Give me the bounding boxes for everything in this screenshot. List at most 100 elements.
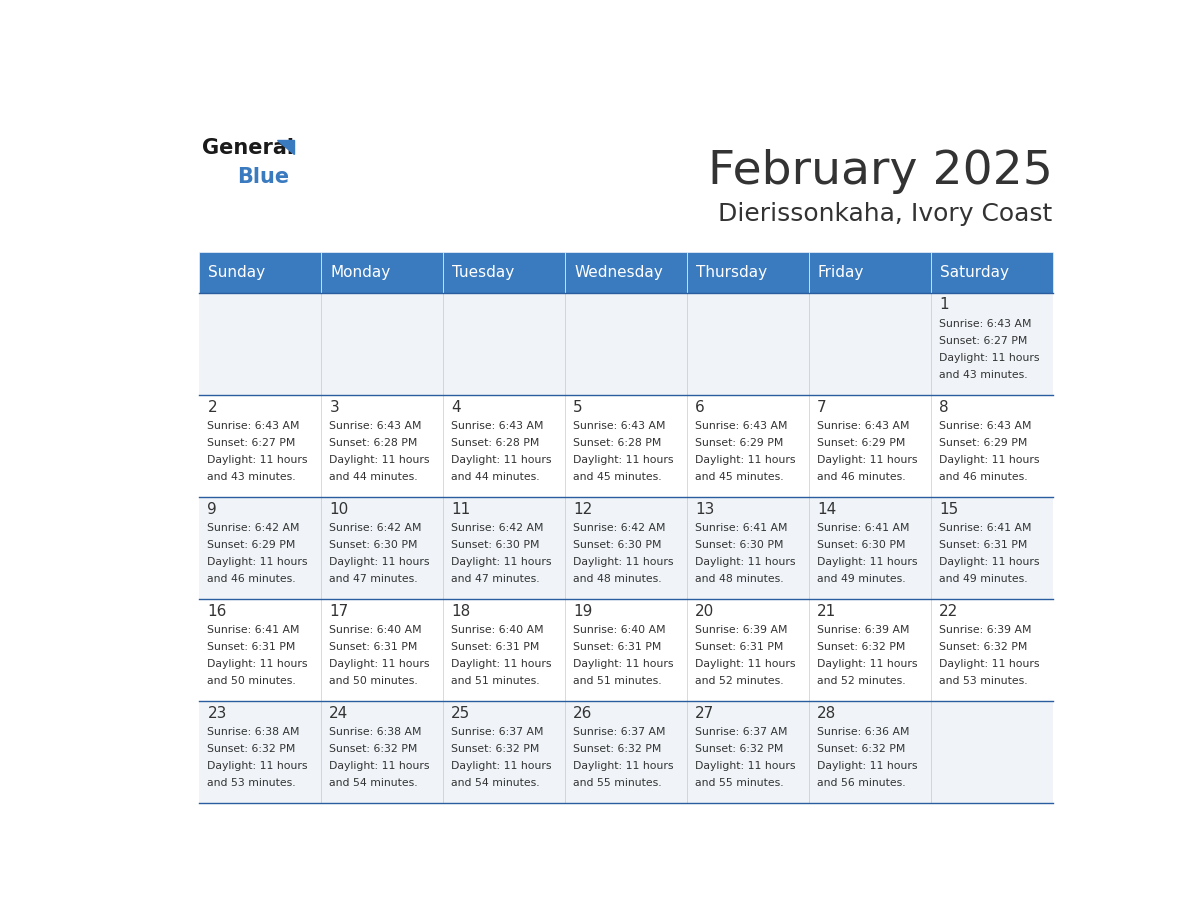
Text: Daylight: 11 hours: Daylight: 11 hours — [695, 556, 796, 566]
Text: Daylight: 11 hours: Daylight: 11 hours — [451, 761, 551, 771]
Bar — [200, 599, 321, 700]
Text: Blue: Blue — [236, 167, 289, 186]
Text: Daylight: 11 hours: Daylight: 11 hours — [573, 556, 674, 566]
Bar — [930, 395, 1053, 497]
Text: and 53 minutes.: and 53 minutes. — [939, 676, 1028, 686]
Text: General: General — [202, 139, 293, 159]
Bar — [443, 497, 565, 599]
Text: Daylight: 11 hours: Daylight: 11 hours — [817, 454, 917, 465]
Text: Sunset: 6:31 PM: Sunset: 6:31 PM — [695, 642, 784, 652]
Text: Thursday: Thursday — [696, 264, 767, 279]
Text: 3: 3 — [329, 399, 339, 415]
Text: and 47 minutes.: and 47 minutes. — [329, 574, 418, 584]
Text: Daylight: 11 hours: Daylight: 11 hours — [695, 454, 796, 465]
Text: Sunset: 6:31 PM: Sunset: 6:31 PM — [208, 642, 296, 652]
Bar — [321, 252, 443, 293]
Text: Daylight: 11 hours: Daylight: 11 hours — [208, 454, 308, 465]
Text: Sunset: 6:32 PM: Sunset: 6:32 PM — [451, 744, 539, 754]
Text: 4: 4 — [451, 399, 461, 415]
Text: and 54 minutes.: and 54 minutes. — [451, 778, 539, 788]
Text: Daylight: 11 hours: Daylight: 11 hours — [329, 556, 430, 566]
Text: Sunrise: 6:43 AM: Sunrise: 6:43 AM — [208, 420, 299, 431]
Text: 13: 13 — [695, 501, 714, 517]
Bar — [930, 700, 1053, 803]
Bar — [321, 293, 443, 395]
Bar — [565, 497, 687, 599]
Text: Sunrise: 6:42 AM: Sunrise: 6:42 AM — [451, 523, 544, 532]
Text: Sunset: 6:30 PM: Sunset: 6:30 PM — [817, 540, 905, 550]
Text: and 46 minutes.: and 46 minutes. — [817, 472, 905, 482]
Text: Sunrise: 6:43 AM: Sunrise: 6:43 AM — [451, 420, 544, 431]
Text: and 51 minutes.: and 51 minutes. — [573, 676, 662, 686]
Text: Daylight: 11 hours: Daylight: 11 hours — [817, 556, 917, 566]
Text: Sunrise: 6:42 AM: Sunrise: 6:42 AM — [329, 523, 422, 532]
Bar — [809, 293, 930, 395]
Text: Sunset: 6:32 PM: Sunset: 6:32 PM — [695, 744, 784, 754]
Text: Daylight: 11 hours: Daylight: 11 hours — [329, 659, 430, 669]
Bar — [930, 252, 1053, 293]
Text: Sunset: 6:31 PM: Sunset: 6:31 PM — [573, 642, 662, 652]
Text: 20: 20 — [695, 604, 714, 619]
Text: Sunset: 6:31 PM: Sunset: 6:31 PM — [939, 540, 1028, 550]
Text: Sunset: 6:29 PM: Sunset: 6:29 PM — [208, 540, 296, 550]
Bar — [930, 599, 1053, 700]
Text: Daylight: 11 hours: Daylight: 11 hours — [939, 556, 1040, 566]
Text: Sunrise: 6:41 AM: Sunrise: 6:41 AM — [939, 523, 1031, 532]
Bar — [809, 252, 930, 293]
Text: 24: 24 — [329, 706, 348, 721]
Bar — [321, 395, 443, 497]
Text: 9: 9 — [208, 501, 217, 517]
Text: Sunset: 6:29 PM: Sunset: 6:29 PM — [817, 438, 905, 448]
Bar — [687, 252, 809, 293]
Text: 10: 10 — [329, 501, 348, 517]
Text: Sunrise: 6:38 AM: Sunrise: 6:38 AM — [208, 727, 299, 737]
Text: 16: 16 — [208, 604, 227, 619]
Text: Sunrise: 6:43 AM: Sunrise: 6:43 AM — [939, 319, 1031, 329]
Text: 5: 5 — [573, 399, 583, 415]
Bar — [200, 497, 321, 599]
Text: and 55 minutes.: and 55 minutes. — [695, 778, 784, 788]
Text: Sunset: 6:28 PM: Sunset: 6:28 PM — [329, 438, 418, 448]
Bar — [443, 599, 565, 700]
Text: and 54 minutes.: and 54 minutes. — [329, 778, 418, 788]
Text: Daylight: 11 hours: Daylight: 11 hours — [451, 659, 551, 669]
Text: and 55 minutes.: and 55 minutes. — [573, 778, 662, 788]
Bar — [443, 293, 565, 395]
Text: Sunrise: 6:43 AM: Sunrise: 6:43 AM — [329, 420, 422, 431]
Text: Sunset: 6:31 PM: Sunset: 6:31 PM — [329, 642, 418, 652]
Text: 22: 22 — [939, 604, 959, 619]
Bar — [321, 700, 443, 803]
Bar — [565, 252, 687, 293]
Bar — [687, 700, 809, 803]
Text: Sunset: 6:32 PM: Sunset: 6:32 PM — [329, 744, 418, 754]
Text: Sunset: 6:30 PM: Sunset: 6:30 PM — [695, 540, 784, 550]
Text: and 50 minutes.: and 50 minutes. — [329, 676, 418, 686]
Text: and 56 minutes.: and 56 minutes. — [817, 778, 905, 788]
Bar — [687, 599, 809, 700]
Text: Sunrise: 6:41 AM: Sunrise: 6:41 AM — [695, 523, 788, 532]
Text: and 49 minutes.: and 49 minutes. — [939, 574, 1028, 584]
Text: 27: 27 — [695, 706, 714, 721]
Text: Sunrise: 6:37 AM: Sunrise: 6:37 AM — [695, 727, 788, 737]
Text: 1: 1 — [939, 297, 948, 312]
Text: and 52 minutes.: and 52 minutes. — [695, 676, 784, 686]
Text: Daylight: 11 hours: Daylight: 11 hours — [573, 454, 674, 465]
Text: Sunrise: 6:38 AM: Sunrise: 6:38 AM — [329, 727, 422, 737]
Text: 26: 26 — [573, 706, 593, 721]
Text: Sunset: 6:27 PM: Sunset: 6:27 PM — [939, 336, 1028, 346]
Text: Daylight: 11 hours: Daylight: 11 hours — [208, 761, 308, 771]
Text: Sunset: 6:28 PM: Sunset: 6:28 PM — [573, 438, 662, 448]
Bar — [687, 395, 809, 497]
Text: Sunrise: 6:37 AM: Sunrise: 6:37 AM — [573, 727, 665, 737]
Text: Wednesday: Wednesday — [574, 264, 663, 279]
Bar — [809, 395, 930, 497]
Text: 12: 12 — [573, 501, 593, 517]
Text: and 45 minutes.: and 45 minutes. — [573, 472, 662, 482]
Text: Daylight: 11 hours: Daylight: 11 hours — [573, 761, 674, 771]
Text: Daylight: 11 hours: Daylight: 11 hours — [939, 454, 1040, 465]
Text: Friday: Friday — [819, 264, 865, 279]
Text: Sunrise: 6:43 AM: Sunrise: 6:43 AM — [817, 420, 910, 431]
Bar — [200, 395, 321, 497]
Text: 17: 17 — [329, 604, 348, 619]
Bar — [809, 599, 930, 700]
